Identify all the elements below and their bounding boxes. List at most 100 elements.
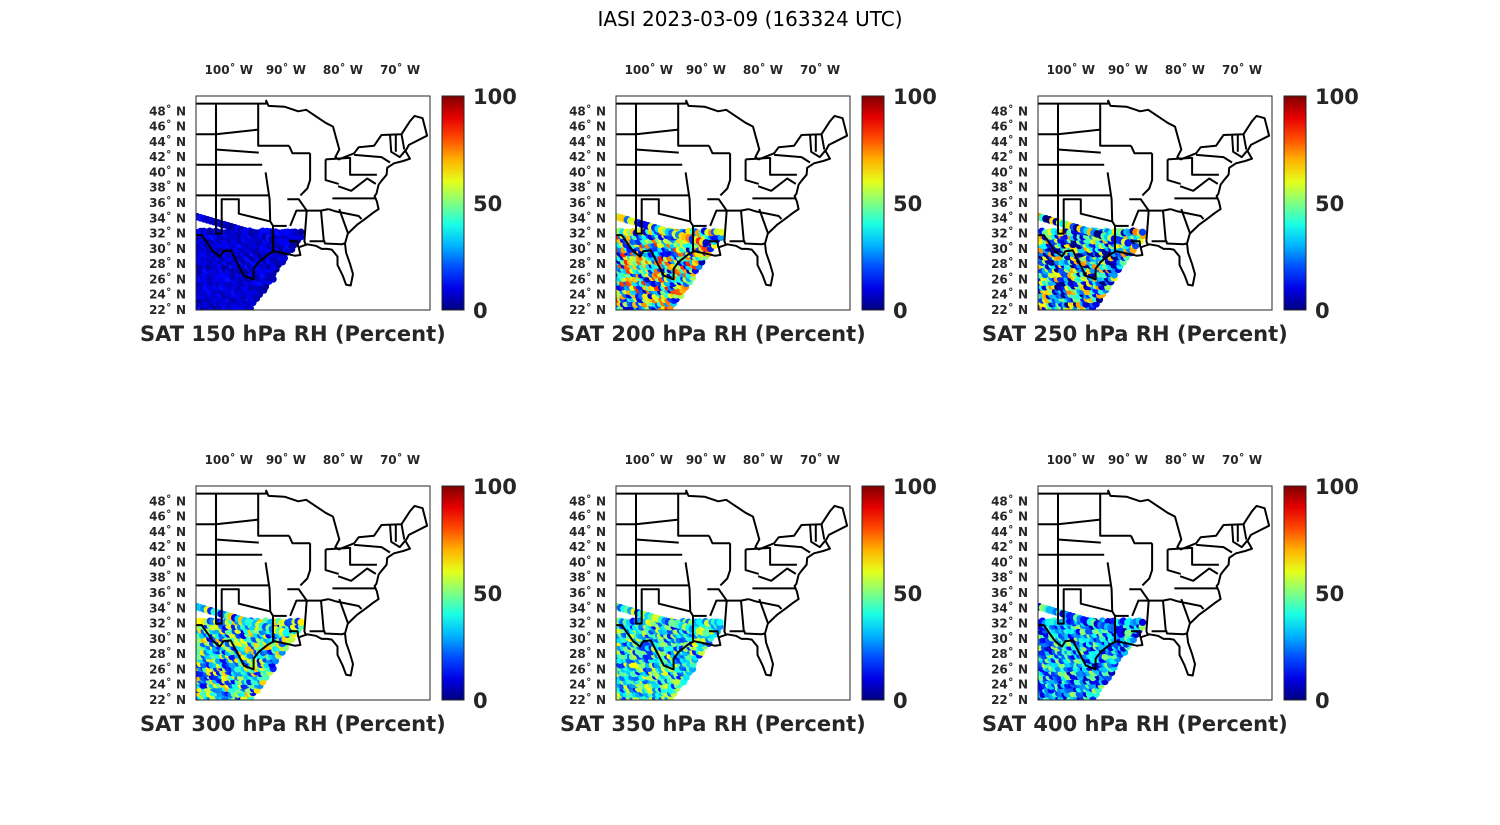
latitude-tick-label: 46˚ N — [991, 119, 1028, 134]
longitude-tick-label: 70˚ W — [380, 452, 420, 467]
latitude-tick-label: 48˚ N — [991, 493, 1028, 508]
state-boundary — [748, 208, 783, 220]
state-boundary — [709, 630, 720, 638]
latitude-tick-label: 26˚ N — [569, 271, 606, 286]
state-boundary — [289, 240, 300, 248]
state-boundary — [744, 159, 759, 185]
state-boundary — [757, 567, 797, 582]
map-svg: 100˚ W 90˚ W 80˚ W 70˚ W 48˚ N46˚ N44˚ N42˚ … — [560, 62, 937, 346]
rh-observation-point — [717, 228, 726, 236]
state-boundary — [289, 599, 308, 637]
latitude-tick-label: 38˚ N — [569, 180, 606, 195]
state-boundary — [708, 535, 731, 545]
latitude-tick-label: 46˚ N — [149, 119, 186, 134]
state-boundary — [740, 600, 745, 632]
latitude-tick-label: 32˚ N — [991, 616, 1028, 631]
state-boundary — [337, 567, 377, 582]
latitude-tick-label: 42˚ N — [991, 539, 1028, 554]
latitude-tick-label: 36˚ N — [149, 585, 186, 600]
latitude-tick-label: 36˚ N — [149, 195, 186, 210]
latitude-tick-label: 36˚ N — [991, 195, 1028, 210]
state-boundary — [288, 145, 311, 155]
state-boundary — [740, 210, 745, 242]
longitude-tick-label: 80˚ W — [1165, 452, 1205, 467]
panel-title: SAT 150 hPa RH (Percent) — [140, 322, 446, 346]
state-boundary — [338, 208, 349, 234]
state-boundary — [1130, 535, 1153, 545]
state-boundary — [820, 524, 826, 540]
state-boundary — [1151, 240, 1187, 246]
state-boundary — [354, 543, 391, 554]
state-boundary — [264, 172, 274, 252]
state-boundary — [215, 103, 270, 235]
longitude-tick-label: 90˚ W — [1108, 62, 1148, 77]
colorbar — [861, 485, 885, 701]
longitude-tick-label: 70˚ W — [800, 452, 840, 467]
longitude-tick-label: 70˚ W — [1222, 452, 1262, 467]
rh-observation-point — [1138, 618, 1147, 626]
longitude-tick-label: 100˚ W — [205, 452, 253, 467]
longitude-tick-label: 70˚ W — [380, 62, 420, 77]
state-boundary — [748, 598, 783, 610]
latitude-tick-label: 44˚ N — [991, 524, 1028, 539]
longitude-tick-label: 100˚ W — [625, 62, 673, 77]
rh-observation-point — [1124, 629, 1132, 637]
latitude-tick-label: 36˚ N — [569, 195, 606, 210]
state-boundary — [677, 493, 709, 537]
colorbar-tick-label: 50 — [473, 192, 502, 216]
latitude-tick-label: 22˚ N — [149, 692, 186, 707]
state-boundary — [349, 547, 377, 566]
colorbar — [1283, 485, 1307, 701]
latitude-tick-label: 24˚ N — [149, 287, 186, 302]
state-boundary — [1057, 493, 1112, 625]
latitude-tick-label: 28˚ N — [149, 256, 186, 271]
latitude-tick-label: 42˚ N — [149, 149, 186, 164]
latitude-tick-label: 40˚ N — [569, 164, 606, 179]
latitude-tick-label: 32˚ N — [569, 616, 606, 631]
state-boundary — [1170, 598, 1205, 610]
state-boundary — [325, 156, 351, 161]
state-boundary — [729, 240, 765, 246]
latitude-tick-label: 24˚ N — [991, 287, 1028, 302]
latitude-tick-label: 46˚ N — [149, 509, 186, 524]
latitude-tick-label: 40˚ N — [149, 554, 186, 569]
colorbar-tick-label: 100 — [473, 475, 517, 499]
state-boundary — [299, 153, 312, 197]
latitude-tick-label: 36˚ N — [991, 585, 1028, 600]
state-boundary — [635, 493, 690, 625]
rh-observation-point — [716, 618, 724, 626]
state-boundary — [709, 240, 720, 248]
colorbar — [1283, 95, 1307, 311]
state-boundary — [677, 103, 709, 147]
state-boundary — [325, 546, 351, 551]
state-boundary — [324, 159, 339, 185]
state-boundary — [1141, 153, 1154, 197]
state-boundary — [215, 148, 259, 154]
latitude-tick-label: 46˚ N — [569, 509, 606, 524]
state-boundary — [1196, 153, 1233, 164]
state-boundary — [1099, 493, 1131, 537]
state-boundary — [1057, 538, 1101, 544]
latitude-tick-label: 26˚ N — [991, 661, 1028, 676]
state-boundary — [1166, 159, 1181, 185]
state-boundary — [635, 538, 679, 544]
rh-observation-point — [717, 233, 725, 241]
state-boundary — [809, 524, 827, 549]
longitude-tick-label: 90˚ W — [266, 452, 306, 467]
latitude-tick-label: 34˚ N — [569, 210, 606, 225]
state-boundary — [1167, 546, 1193, 551]
rh-observation-point — [702, 239, 710, 247]
longitude-tick-label: 80˚ W — [1165, 62, 1205, 77]
rh-observation-point — [1138, 228, 1147, 236]
longitude-tick-label: 100˚ W — [625, 452, 673, 467]
rh-observation-point — [282, 239, 290, 247]
latitude-tick-label: 24˚ N — [149, 677, 186, 692]
state-boundary — [257, 493, 289, 537]
latitude-tick-label: 44˚ N — [569, 524, 606, 539]
state-boundary — [769, 157, 797, 176]
latitude-tick-label: 26˚ N — [149, 661, 186, 676]
latitude-tick-label: 24˚ N — [991, 677, 1028, 692]
latitude-tick-label: 38˚ N — [569, 570, 606, 585]
longitude-tick-label: 100˚ W — [1047, 452, 1095, 467]
colorbar-tick-label: 50 — [473, 582, 502, 606]
